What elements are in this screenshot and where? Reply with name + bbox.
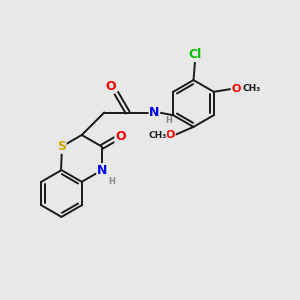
Text: H: H (109, 177, 116, 186)
Text: Cl: Cl (188, 48, 202, 62)
Text: CH₃: CH₃ (148, 131, 166, 140)
Text: O: O (166, 130, 175, 140)
Text: N: N (149, 106, 160, 119)
Text: CH₃: CH₃ (243, 84, 261, 93)
Text: O: O (231, 84, 241, 94)
Text: O: O (115, 130, 126, 143)
Text: S: S (57, 140, 66, 153)
Text: N: N (97, 164, 107, 177)
Text: O: O (106, 80, 116, 93)
Text: H: H (165, 116, 172, 125)
Text: methoxy: methoxy (149, 131, 155, 132)
